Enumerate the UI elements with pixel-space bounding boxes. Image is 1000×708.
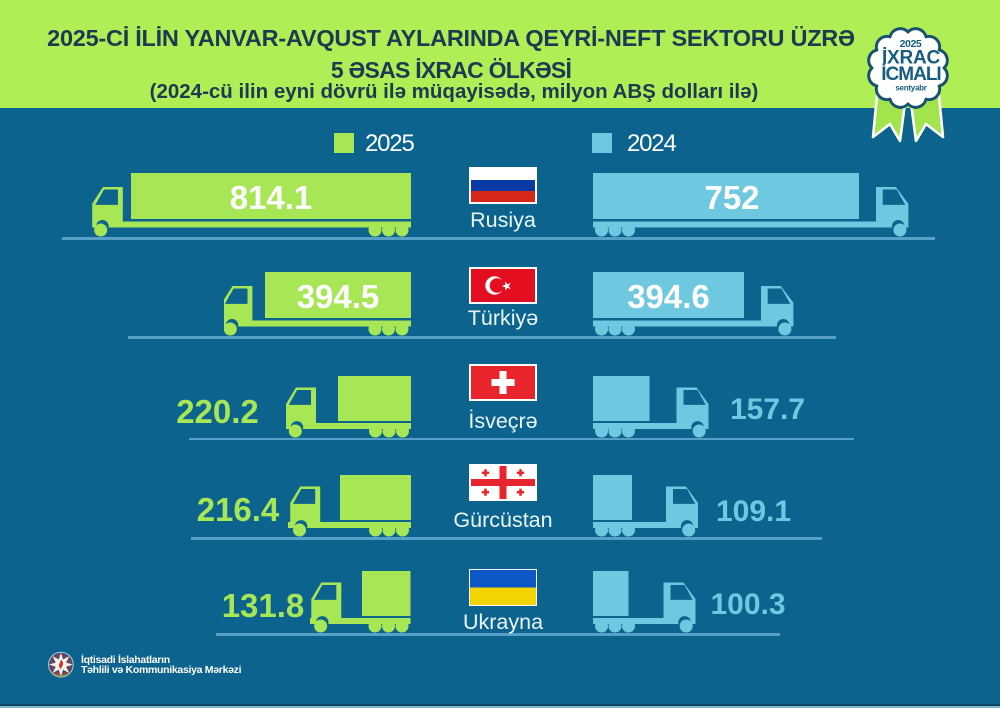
svg-text:İCMALI: İCMALI <box>881 64 941 85</box>
svg-text:752: 752 <box>704 179 759 216</box>
svg-text:814.1: 814.1 <box>229 179 312 216</box>
svg-text:2025: 2025 <box>900 38 922 50</box>
svg-text:İXRAC: İXRAC <box>882 48 941 69</box>
svg-text:394.6: 394.6 <box>627 278 710 315</box>
svg-text:sentyabr: sentyabr <box>895 84 926 93</box>
svg-text:394.5: 394.5 <box>296 278 379 315</box>
